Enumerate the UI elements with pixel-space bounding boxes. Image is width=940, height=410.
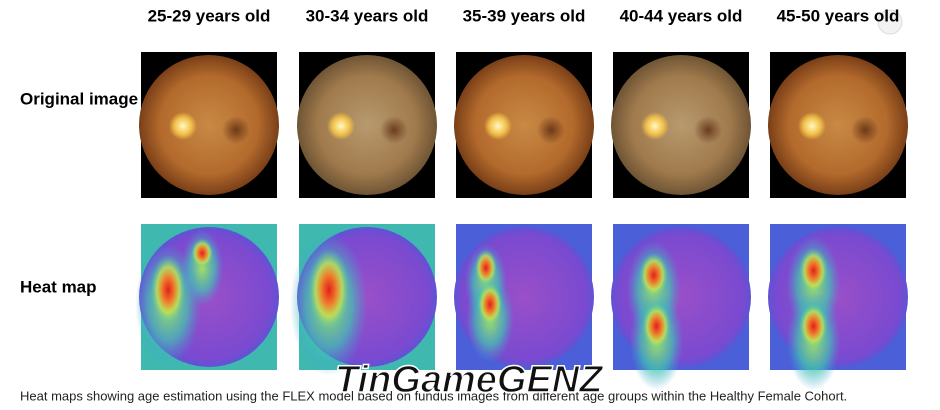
retina <box>139 55 279 195</box>
macula <box>694 116 722 144</box>
fundus-image <box>768 52 908 198</box>
heat-map <box>611 224 751 391</box>
macula <box>380 116 408 144</box>
column-header: 25-29 years old <box>148 6 271 25</box>
macula <box>222 116 250 144</box>
heat-map <box>135 224 279 370</box>
optic-disc <box>484 112 512 140</box>
heat-map <box>289 224 437 376</box>
fundus-image <box>454 52 594 198</box>
heat-hot <box>191 238 214 269</box>
fundus-image <box>611 52 751 198</box>
optic-disc <box>641 112 669 140</box>
column-header: 35-39 years old <box>463 6 586 25</box>
retina <box>454 55 594 195</box>
lens-icon[interactable] <box>877 9 903 35</box>
retina <box>768 55 908 195</box>
macula <box>537 116 565 144</box>
image-grid <box>135 52 908 391</box>
heat-hot <box>799 247 828 294</box>
heat-map <box>768 224 908 391</box>
macula <box>851 116 879 144</box>
heat-hot <box>477 282 503 327</box>
row-label: Original image <box>20 89 138 108</box>
retina <box>297 55 437 195</box>
heat-hot <box>642 302 671 350</box>
column-header: 30-34 years old <box>306 6 429 25</box>
watermark: TinGameGENZ <box>335 359 604 401</box>
heat-hot <box>799 303 828 350</box>
heat-hot <box>639 252 669 298</box>
column-header: 45-50 years old <box>777 6 900 25</box>
retina <box>611 55 751 195</box>
optic-disc <box>169 112 197 140</box>
row-label: Heat map <box>20 277 97 296</box>
fundus-image <box>139 52 279 198</box>
optic-disc <box>327 112 355 140</box>
caption: Heat maps showing age estimation using t… <box>20 388 847 403</box>
optic-disc <box>798 112 826 140</box>
heat-hot <box>308 248 350 332</box>
heat-map <box>454 224 594 370</box>
column-header: 40-44 years old <box>620 6 743 25</box>
heat-hot <box>150 254 186 325</box>
fundus-image <box>297 52 437 198</box>
